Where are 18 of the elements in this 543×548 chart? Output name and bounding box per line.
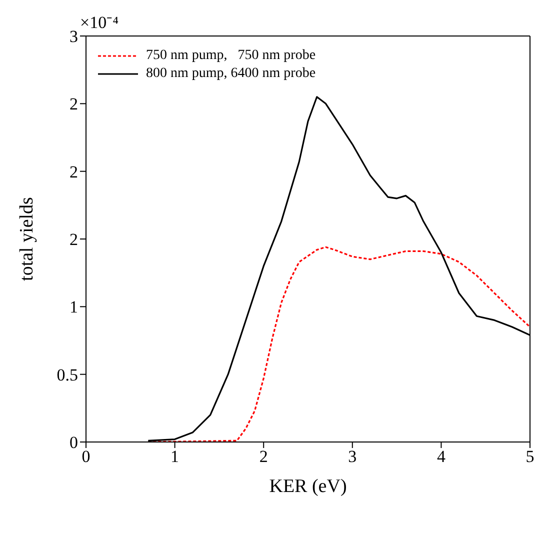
y-tick-label: 0 — [70, 433, 78, 452]
y-tick-label: 0.5 — [56, 365, 78, 384]
x-axis-title: KER (eV) — [269, 476, 347, 497]
x-tick-label: 5 — [526, 447, 534, 466]
x-tick-label: 0 — [82, 447, 90, 466]
y-tick-label: 3 — [70, 27, 78, 46]
x-tick-label: 4 — [436, 447, 446, 466]
text: ×10⁻⁴ — [80, 12, 119, 33]
x-tick-label: 3 — [348, 447, 357, 466]
x-tick-label: 1 — [170, 447, 180, 466]
y-axis-title: total yields — [16, 197, 38, 281]
legend-label: 800 nm pump, 6400 nm probe — [146, 66, 316, 82]
legend-label: 750 nm pump, 750 nm probe — [146, 48, 316, 64]
y-tick-label: 1 — [70, 298, 78, 317]
y-tick-label: 2 — [70, 230, 78, 250]
x-tick-label: 2 — [259, 447, 268, 466]
y-tick-label: 2 — [70, 94, 78, 114]
y-tick-label: 2 — [70, 162, 78, 182]
